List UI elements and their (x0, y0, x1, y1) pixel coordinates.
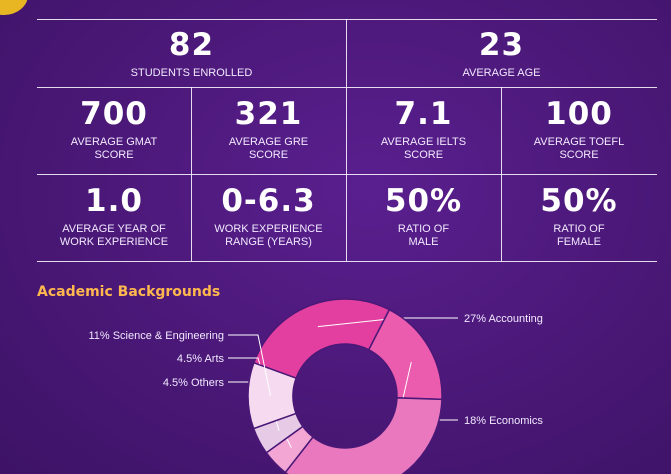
stat-value: 700 (80, 96, 148, 132)
stat-value: 100 (545, 96, 613, 132)
stat-label: RATIO OF MALE (397, 223, 450, 248)
stat-label: STUDENTS ENROLLED (130, 67, 253, 79)
stat-average-gmat: 700 AVERAGE GMAT SCORE (37, 99, 191, 162)
stat-value: 7.1 (394, 96, 453, 132)
stat-average-toefl: 100 AVERAGE TOEFL SCORE (501, 99, 657, 162)
stat-value: 50% (540, 183, 618, 219)
grid-line-top (37, 19, 657, 20)
grid-line-bottom (37, 261, 657, 262)
slice-label: 11% Science & Engineering (88, 330, 224, 342)
slice-label: 4.5% Others (163, 377, 225, 389)
stat-value: 321 (234, 96, 303, 132)
donut-slice (247, 361, 298, 430)
stat-label: WORK EXPERIENCE RANGE (YEARS) (214, 223, 323, 248)
stat-value: 0-6.3 (221, 183, 316, 219)
stat-average-ielts: 7.1 AVERAGE IELTS SCORE (346, 99, 501, 162)
stat-average-age: 23 AVERAGE AGE (346, 30, 657, 80)
grid-line-row1 (37, 87, 657, 88)
stat-average-work-experience: 1.0 AVERAGE YEAR OF WORK EXPERIENCE (37, 186, 191, 249)
stat-average-gre: 321 AVERAGE GRE SCORE (191, 99, 346, 162)
stat-students-enrolled: 82 STUDENTS ENROLLED (37, 30, 346, 80)
stat-ratio-male: 50% RATIO OF MALE (346, 186, 501, 249)
slice-label: 4.5% Arts (177, 353, 225, 365)
grid-line-col1 (191, 87, 192, 261)
stat-label: AVERAGE TOEFL SCORE (533, 136, 625, 161)
callout-line (228, 334, 271, 396)
stat-work-experience-range: 0-6.3 WORK EXPERIENCE RANGE (YEARS) (191, 186, 346, 249)
stat-label: AVERAGE GMAT SCORE (70, 136, 158, 161)
stat-label: AVERAGE YEAR OF WORK EXPERIENCE (59, 223, 169, 248)
stat-label: AVERAGE IELTS SCORE (380, 136, 467, 161)
slice-label: 18% Economics (464, 415, 543, 427)
slice-label: 27% Accounting (464, 313, 543, 325)
stat-value: 82 (168, 27, 215, 63)
stat-value: 1.0 (85, 183, 143, 219)
grid-line-col2 (346, 19, 347, 261)
stat-label: AVERAGE GRE SCORE (228, 136, 309, 161)
grid-line-row2 (37, 174, 657, 175)
stat-ratio-female: 50% RATIO OF FEMALE (501, 186, 657, 249)
donut-slice (252, 298, 391, 380)
stat-value: 50% (384, 183, 463, 219)
stat-value: 23 (478, 27, 525, 63)
academic-backgrounds-title: Academic Backgrounds (37, 284, 221, 300)
donut-slice (284, 397, 443, 474)
stat-label: AVERAGE AGE (462, 67, 541, 79)
stat-label: RATIO OF FEMALE (553, 223, 605, 248)
grid-line-col3 (501, 87, 502, 261)
